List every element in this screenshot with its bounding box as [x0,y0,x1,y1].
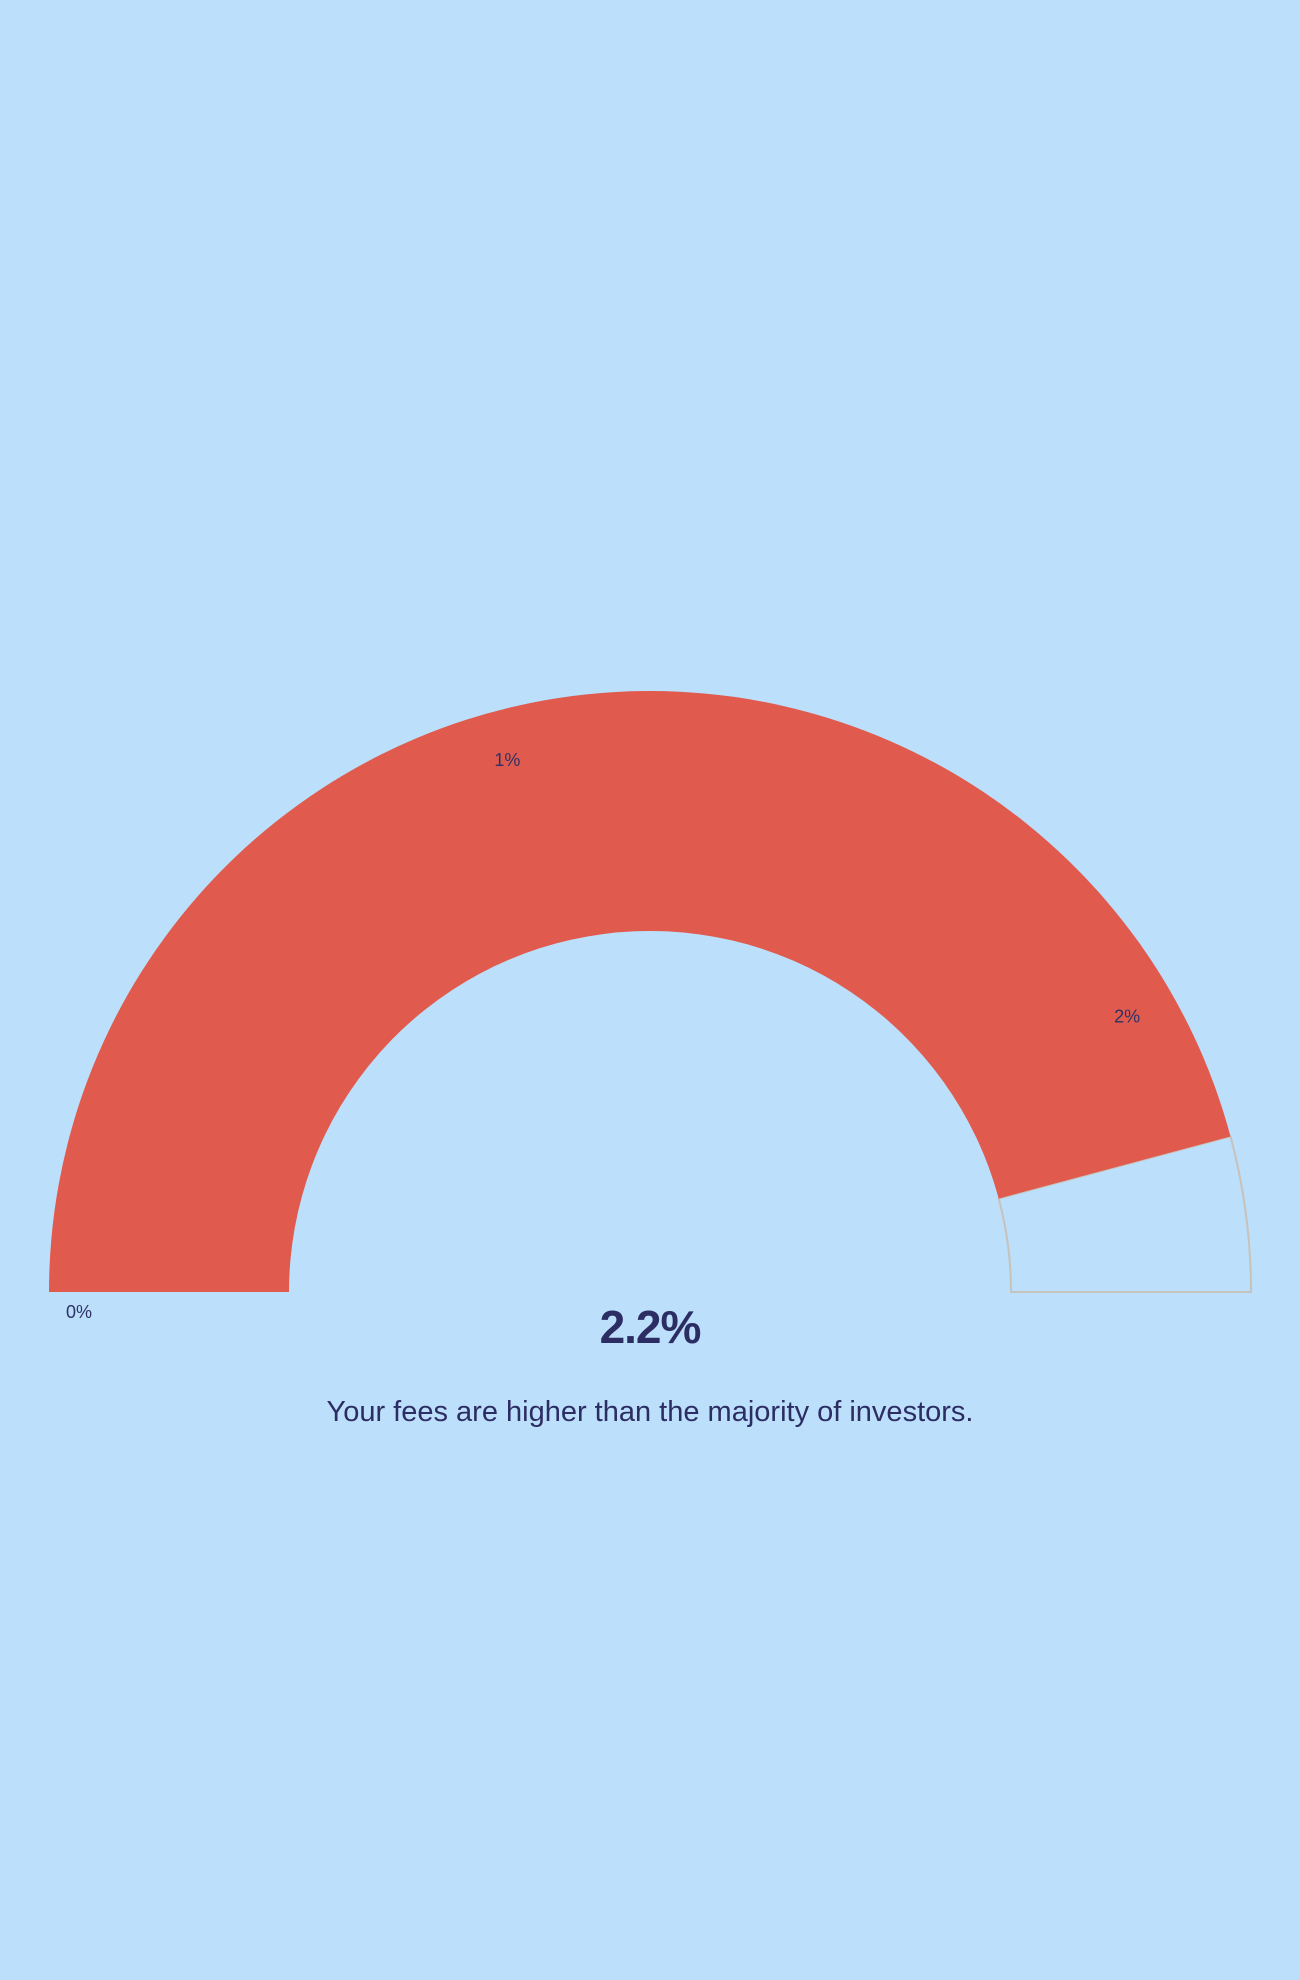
fee-message: Your fees are higher than the majority o… [326,1396,974,1428]
gauge-tick-label: 2% [1114,1007,1140,1027]
gauge-tick-label: 0% [66,1302,92,1322]
gauge-tick-label: 1% [494,750,520,770]
gauge-value: 2.2% [599,1301,702,1353]
gauge-track-remaining [997,1135,1253,1293]
gauge-value-arc [49,691,1231,1292]
